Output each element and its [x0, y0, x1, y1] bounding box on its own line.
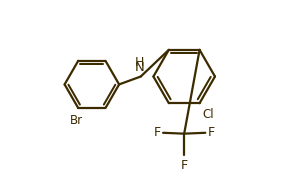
Text: F: F: [154, 126, 161, 139]
Text: F: F: [181, 159, 188, 172]
Text: H: H: [135, 56, 145, 70]
Text: Br: Br: [70, 114, 83, 127]
Text: Cl: Cl: [202, 108, 214, 121]
Text: F: F: [207, 126, 214, 139]
Text: N: N: [135, 61, 145, 74]
